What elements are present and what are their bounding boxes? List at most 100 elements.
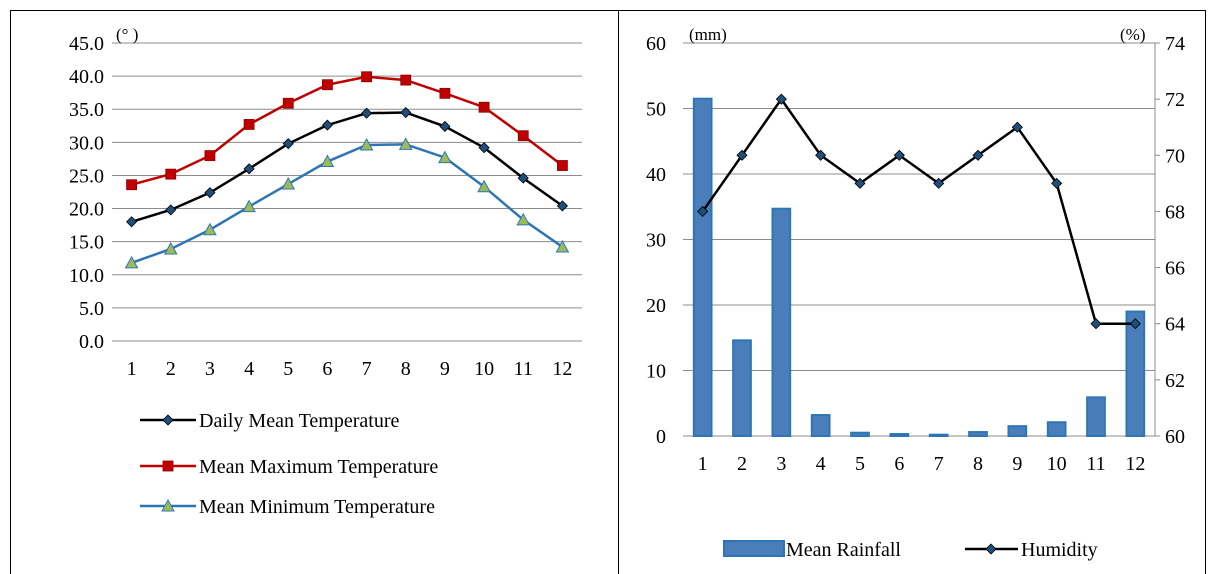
- humidity-point: [1011, 121, 1023, 133]
- data-point: [204, 187, 216, 199]
- legend-marker: [161, 498, 175, 512]
- y-tick-label: 25.0: [69, 165, 104, 187]
- data-point: [282, 138, 294, 150]
- x-tick-label: 4: [244, 358, 254, 380]
- data-point: [400, 106, 412, 119]
- x-tick-label: 4: [816, 453, 826, 475]
- x-tick-label: 10: [1047, 453, 1067, 475]
- y-left-tick-label: 60: [646, 33, 666, 55]
- humidity-line: [701, 96, 1136, 325]
- x-tick-label: 3: [205, 358, 215, 380]
- x-tick-label: 5: [855, 453, 865, 475]
- data-point: [555, 239, 570, 253]
- data-point: [126, 179, 137, 191]
- data-point: [439, 87, 451, 99]
- panel-divider: [618, 10, 619, 574]
- y-right-unit-label: (%): [1120, 25, 1145, 44]
- x-tick-label: 6: [894, 453, 904, 475]
- humidity-point: [1051, 177, 1063, 189]
- legend-label: Mean Rainfall: [786, 539, 901, 561]
- humidity-point: [933, 177, 945, 189]
- y-left-tick-label: 30: [646, 230, 666, 252]
- data-point: [320, 154, 335, 168]
- data-point: [243, 119, 255, 130]
- x-tick-label: 7: [362, 358, 372, 380]
- rainfall-bar: [889, 433, 910, 438]
- x-tick-label: 9: [1012, 453, 1022, 475]
- data-point: [438, 150, 452, 164]
- y-right-tick-label: 62: [1165, 370, 1185, 392]
- y-tick-label: 15.0: [69, 232, 104, 254]
- x-tick-label: 7: [934, 453, 944, 475]
- x-tick-label: 8: [401, 358, 411, 380]
- y-right-tick-label: 74: [1165, 33, 1185, 55]
- legend-label: Daily Mean Temperature: [199, 410, 399, 432]
- rainfall-bar: [732, 339, 752, 437]
- y-right-tick-label: 72: [1165, 89, 1185, 111]
- y-unit-label: (° ): [116, 25, 138, 44]
- data-point: [322, 79, 333, 91]
- data-point: [478, 142, 490, 154]
- rainfall-bar: [1007, 425, 1028, 437]
- y-right-tick-label: 68: [1165, 201, 1185, 223]
- y-left-tick-label: 20: [646, 295, 666, 317]
- rainfall-bar: [968, 431, 988, 438]
- x-tick-label: 1: [698, 453, 708, 475]
- y-right-tick-label: 64: [1165, 314, 1185, 336]
- data-point: [517, 172, 529, 184]
- humidity-point: [775, 93, 787, 105]
- y-tick-label: 40.0: [69, 66, 104, 88]
- x-tick-label: 9: [440, 358, 450, 380]
- y-right-tick-label: 70: [1165, 145, 1185, 167]
- data-point: [556, 200, 568, 212]
- data-point: [398, 137, 413, 150]
- humidity-point: [697, 205, 709, 217]
- humidity-point: [854, 177, 866, 189]
- series-line: [131, 111, 564, 223]
- data-point: [242, 199, 256, 213]
- y-tick-label: 45.0: [69, 33, 104, 55]
- x-tick-label: 12: [1125, 453, 1145, 475]
- humidity-point: [815, 149, 827, 161]
- data-point: [204, 150, 216, 161]
- legend-swatch: [723, 540, 785, 557]
- data-point: [163, 241, 178, 255]
- y-left-tick-label: 10: [646, 361, 666, 383]
- data-point: [282, 97, 294, 109]
- rainfall-bar: [1125, 310, 1146, 437]
- y-tick-label: 35.0: [69, 99, 104, 121]
- x-tick-label: 2: [737, 453, 747, 475]
- x-tick-label: 11: [1086, 453, 1105, 475]
- data-point: [361, 71, 372, 83]
- rainfall-bar: [771, 207, 792, 437]
- y-tick-label: 5.0: [79, 298, 104, 320]
- data-point: [361, 107, 373, 119]
- series-line: [131, 143, 564, 265]
- rainfall-bar: [928, 433, 949, 438]
- data-point: [439, 120, 451, 133]
- y-tick-label: 10.0: [69, 265, 104, 287]
- y-left-unit-label: (mm): [689, 25, 727, 44]
- humidity-point: [893, 149, 905, 161]
- y-left-tick-label: 40: [646, 164, 666, 186]
- x-tick-label: 1: [127, 358, 137, 380]
- y-tick-label: 0.0: [79, 331, 104, 353]
- data-point: [400, 74, 412, 86]
- data-point: [165, 168, 177, 180]
- humidity-point: [972, 149, 984, 161]
- data-point: [359, 137, 374, 151]
- figure-frame: [10, 10, 1206, 574]
- legend-marker: [162, 460, 174, 472]
- x-tick-label: 6: [322, 358, 332, 380]
- humidity-point: [1090, 318, 1102, 330]
- legend-label: Mean Maximum Temperature: [199, 456, 438, 478]
- x-tick-label: 3: [776, 453, 786, 475]
- y-right-tick-label: 60: [1165, 426, 1185, 448]
- data-point: [478, 101, 490, 113]
- rainfall-bar: [1086, 396, 1106, 438]
- data-point: [517, 130, 529, 142]
- data-point: [516, 212, 531, 226]
- data-point: [477, 179, 491, 193]
